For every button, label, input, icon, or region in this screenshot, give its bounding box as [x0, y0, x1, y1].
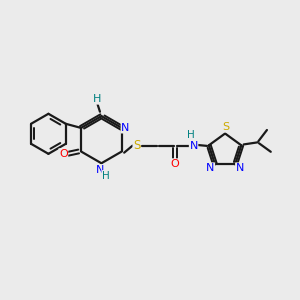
- Text: S: S: [133, 139, 140, 152]
- Text: N: N: [121, 123, 130, 133]
- Text: N: N: [96, 165, 104, 175]
- Text: H: H: [187, 130, 195, 140]
- Text: N: N: [189, 141, 198, 151]
- Text: S: S: [222, 122, 229, 132]
- Text: H: H: [93, 94, 101, 104]
- Text: H: H: [102, 171, 110, 181]
- Text: O: O: [171, 159, 179, 169]
- Text: N: N: [236, 163, 244, 173]
- Text: N: N: [206, 163, 214, 173]
- Text: O: O: [59, 149, 68, 159]
